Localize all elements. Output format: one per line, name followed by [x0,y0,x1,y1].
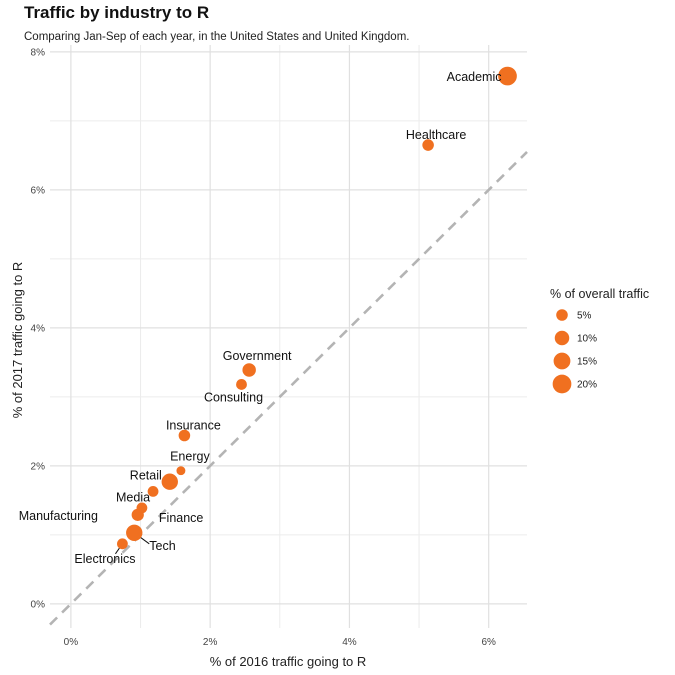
label-manufacturing: Manufacturing [19,509,98,523]
label-media: Media [116,490,150,504]
point-insurance [178,429,191,442]
reference-line-diagonal [49,151,528,626]
chart-title: Traffic by industry to R [24,3,210,22]
point-academic [498,66,517,86]
point-healthcare [422,139,434,151]
legend-title: % of overall traffic [550,287,649,301]
data-points [117,66,517,550]
size-legend: % of overall traffic 5% 10% 15% 20% [550,287,649,394]
x-tick-label: 2% [203,637,218,648]
label-electronics: Electronics [74,552,135,566]
y-tick-label: 4% [31,323,46,334]
point-media [147,485,159,497]
label-retail: Retail [130,469,162,483]
x-tick-label: 4% [342,637,357,648]
y-tick-label: 6% [31,185,46,196]
point-energy [176,466,186,476]
y-tick-label: 2% [31,461,46,472]
label-government: Government [223,349,292,363]
label-healthcare: Healthcare [406,128,466,142]
legend-key-15 [553,352,571,370]
point-government [242,363,256,377]
label-finance: Finance [159,511,204,525]
grid [50,45,527,628]
x-axis-ticks: 0% 2% 4% 6% [64,637,496,648]
x-tick-label: 0% [64,637,79,648]
point-retail [161,473,178,490]
y-tick-label: 0% [31,599,46,610]
x-axis-label: % of 2016 traffic going to R [210,654,367,669]
legend-label-10: 10% [577,334,597,345]
legend-key-10 [554,330,570,346]
reference-line [49,151,528,626]
y-axis-ticks: 0% 2% 4% 6% 8% [31,47,46,610]
legend-label-15: 15% [577,357,597,368]
point-manufacturing [131,508,144,521]
legend-label-5: 5% [577,311,592,322]
y-tick-label: 8% [31,47,46,58]
label-insurance: Insurance [166,419,221,433]
label-energy: Energy [170,450,210,464]
legend-label-20: 20% [577,380,597,391]
point-electronics [117,538,128,550]
legend-key-20 [552,374,572,394]
y-axis-label: % of 2017 traffic going to R [10,262,25,419]
x-tick-label: 6% [481,637,496,648]
chart-subtitle: Comparing Jan-Sep of each year, in the U… [24,31,410,43]
label-tech: Tech [149,539,175,553]
label-consulting: Consulting [204,390,263,404]
label-academic: Academic [447,70,502,84]
point-tech [126,524,143,541]
point-labels: Academic Healthcare Government Consulting In… [19,70,502,566]
point-consulting [236,379,247,390]
legend-key-5 [556,309,568,321]
